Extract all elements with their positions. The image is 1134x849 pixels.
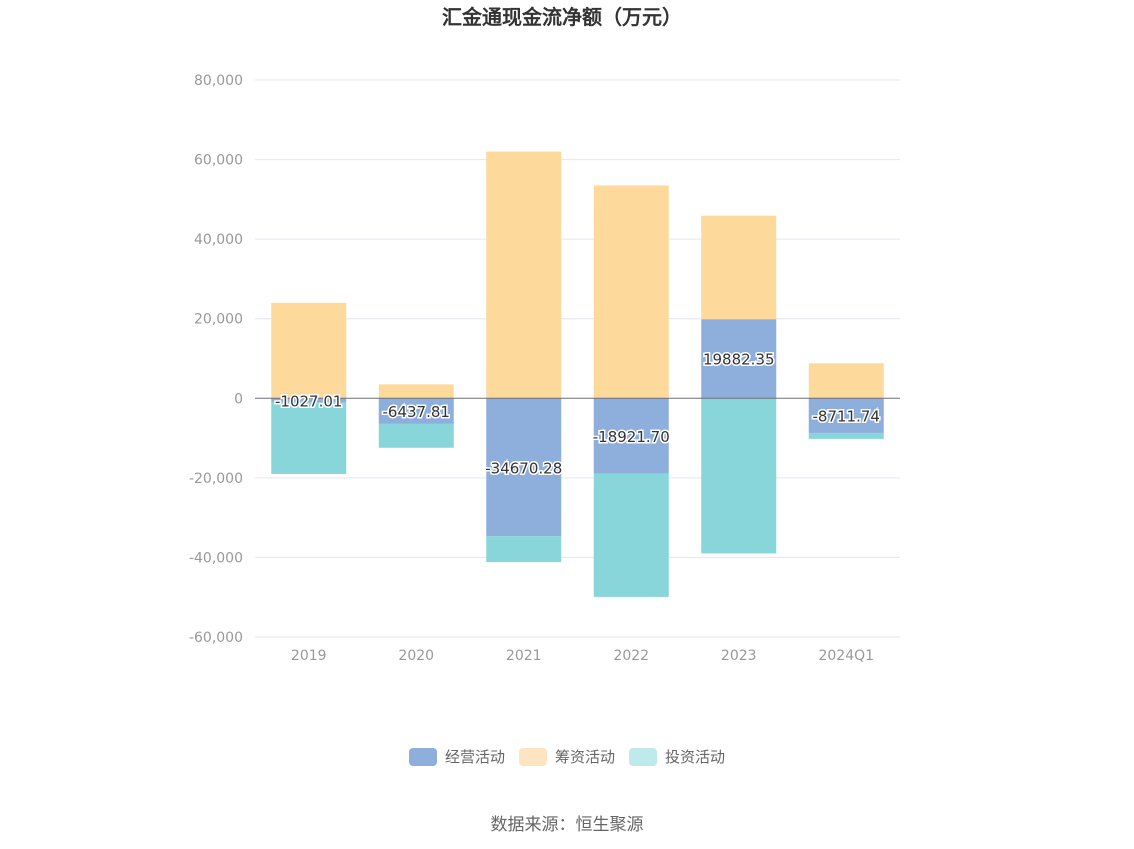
chart-title: 汇金通现金流净额（万元） <box>442 5 682 29</box>
x-tick-label: 2020 <box>398 648 434 664</box>
y-tick-label: -40,000 <box>189 550 243 566</box>
bar-筹资活动-2023 <box>701 215 777 320</box>
legend[interactable]: 经营活动 筹资活动 投资活动 <box>409 748 725 766</box>
bar-经营活动-2021 <box>486 398 562 537</box>
legend-swatch <box>519 748 547 766</box>
legend-swatch <box>629 748 657 766</box>
y-tick-label: 80,000 <box>194 73 243 89</box>
legend-swatch <box>409 748 437 766</box>
legend-label: 投资活动 <box>665 748 725 766</box>
legend-label: 经营活动 <box>445 748 505 766</box>
y-tick-label: 20,000 <box>194 312 243 328</box>
source-note: 数据来源：恒生聚源 <box>491 815 644 835</box>
grid-lines <box>255 79 900 638</box>
bar-投资活动-2020 <box>378 423 454 448</box>
x-tick-label: 2021 <box>506 648 542 664</box>
bar-投资活动-2023 <box>701 398 777 554</box>
y-tick-label: 0 <box>234 391 243 407</box>
legend-item-筹资活动[interactable]: 筹资活动 <box>519 748 615 766</box>
bar-筹资活动-2020 <box>378 384 454 399</box>
bar-筹资活动-2024Q1 <box>808 363 884 399</box>
data-label: -18921.70 <box>593 428 670 446</box>
bar-经营活动-2022 <box>593 398 669 474</box>
data-label: 19882.35 <box>703 351 775 369</box>
data-label: -6437.81 <box>383 403 450 421</box>
y-tick-label: 60,000 <box>194 153 243 169</box>
legend-item-经营活动[interactable]: 经营活动 <box>409 748 505 766</box>
data-labels: -1027.01 -6437.81 -34670.28 -18921.70 19882.… <box>274 349 882 479</box>
bar-筹资活动-2021 <box>486 151 562 399</box>
x-axis: 2019 2020 2021 2022 2023 2024Q1 <box>255 636 900 664</box>
data-label: -34670.28 <box>485 459 562 477</box>
bar-投资活动-2024Q1 <box>808 432 884 439</box>
bar-经营活动-2023 <box>701 319 777 399</box>
y-tick-label: -60,000 <box>189 630 243 646</box>
data-label: -8711.74 <box>813 408 880 426</box>
bar-投资活动-2021 <box>486 536 562 563</box>
bar-经营活动-2024Q1 <box>808 398 884 433</box>
x-tick-label: 2022 <box>613 648 649 664</box>
legend-label: 筹资活动 <box>555 748 615 766</box>
bar-筹资活动-2019 <box>271 302 347 399</box>
bar-投资活动-2019 <box>271 402 347 474</box>
y-tick-label: 40,000 <box>194 232 243 248</box>
legend-item-投资活动[interactable]: 投资活动 <box>629 748 725 766</box>
data-label: -1027.01 <box>275 392 342 410</box>
bar-筹资活动-2022 <box>593 185 669 399</box>
bars <box>271 151 884 597</box>
x-tick-label: 2024Q1 <box>818 648 874 664</box>
x-tick-label: 2023 <box>721 648 757 664</box>
bar-投资活动-2022 <box>593 473 669 597</box>
x-tick-label: 2019 <box>291 648 327 664</box>
y-axis: 80,000 60,000 40,000 20,000 0 -20,000 -40,000 -… <box>189 73 243 646</box>
bar-经营活动-2019 <box>271 398 347 403</box>
y-tick-label: -20,000 <box>189 471 243 487</box>
bar-经营活动-2020 <box>378 398 454 424</box>
